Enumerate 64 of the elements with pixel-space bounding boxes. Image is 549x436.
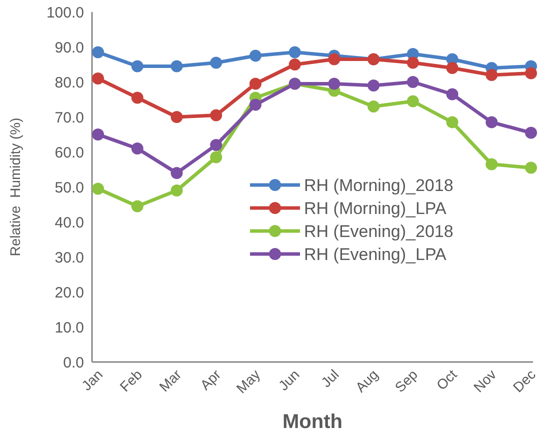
point [170,111,183,123]
legend-label: RH (Evening)_2018 [304,222,454,241]
x-tick-label: Feb [116,366,146,395]
x-tick-label: Jul [318,366,342,390]
point [486,69,498,81]
x-tick-label: Dec [510,366,539,396]
point [249,78,262,90]
y-axis-title: Relative Humidity (%) [7,118,23,256]
y-tick-label: 50.0 [54,179,84,196]
x-axis-title: Month [282,411,342,433]
point [170,167,183,179]
point [446,116,458,128]
point [210,109,222,122]
point [92,46,104,58]
x-tick-label: Sep [392,366,421,396]
y-tick-label: 60.0 [54,144,84,162]
y-tick-label: 80.0 [54,74,84,92]
x-tick-label: Apr [196,366,224,393]
point [368,100,380,112]
y-tick-label: 10.0 [54,319,84,336]
point [210,151,222,164]
point [406,56,419,69]
point [131,60,144,72]
legend-label: RH (Morning)_2018 [304,176,454,195]
point [249,98,262,111]
x-tick-label: May [233,366,264,396]
point [170,184,183,196]
x-tick-label: Nov [470,366,500,396]
y-tick-label: 100.0 [46,4,84,22]
point [92,72,104,84]
legend-label: RH (Morning)_LPA [304,198,448,218]
point [406,95,419,108]
point [92,128,104,140]
point [131,92,144,104]
point [328,78,340,90]
point [288,58,301,70]
point [525,162,537,174]
point [210,56,222,69]
point [170,60,183,72]
point [406,76,419,88]
x-tick-label: Jun [275,366,302,394]
point [446,88,458,100]
point [131,200,144,212]
point [446,62,458,74]
point [486,158,498,170]
point [249,50,262,62]
x-tick-label: Aug [352,366,382,396]
point [92,182,104,195]
y-tick-label: 20.0 [54,284,84,302]
point [288,46,301,58]
point [210,139,222,151]
y-tick-label: 70.0 [54,109,84,126]
point [525,126,537,139]
x-tick-label: Oct [433,366,460,393]
y-tick-label: 90.0 [54,39,84,56]
point [368,80,380,92]
x-tick-label: Mar [156,366,185,395]
point [486,116,498,128]
point [525,67,537,80]
legend-label: RH (Evening)_LPA [304,244,448,264]
y-tick-label: 30.0 [54,249,84,266]
y-tick-label: 40.0 [54,214,84,232]
point [131,142,144,154]
point [328,53,340,66]
